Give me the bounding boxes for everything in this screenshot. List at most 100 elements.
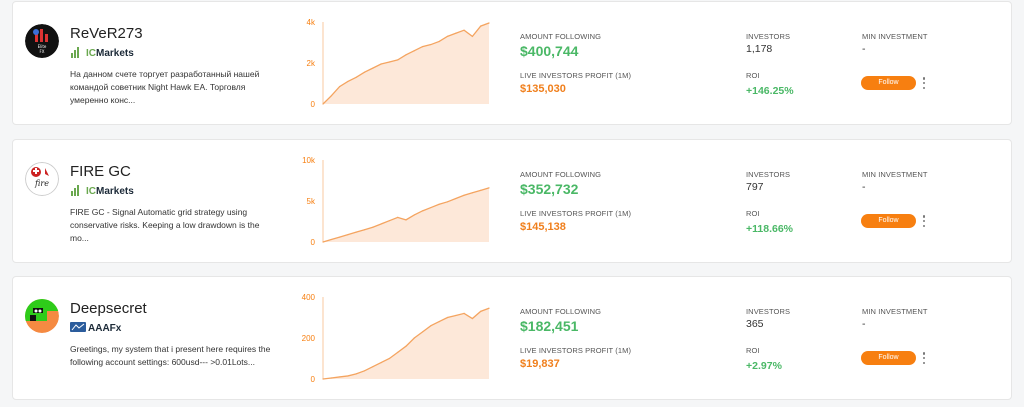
equity-point — [339, 85, 341, 88]
follow-button[interactable]: Follow — [861, 214, 916, 228]
min-investment-label: MIN INVESTMENT — [862, 32, 928, 41]
broker-prefix: IC — [86, 185, 96, 197]
equity-point — [397, 216, 399, 218]
follow-button[interactable]: Follow — [861, 351, 916, 365]
equity-point — [488, 22, 490, 24]
more-dot — [922, 352, 926, 355]
trader-name[interactable]: Deepsecret — [70, 300, 147, 317]
amount-following-value: $182,451 — [520, 318, 579, 334]
equity-point — [471, 35, 473, 37]
deepsecret-logo-icon — [25, 299, 59, 333]
follow-button[interactable]: Follow — [861, 76, 916, 90]
more-dot — [922, 86, 926, 89]
equity-point — [322, 378, 324, 380]
equity-point — [388, 61, 390, 63]
equity-area — [323, 187, 489, 242]
broker-name: Markets — [96, 185, 134, 197]
y-tick-label: 2k — [307, 59, 316, 68]
equity-point — [347, 80, 349, 83]
min-investment-label: MIN INVESTMENT — [862, 170, 928, 179]
equity-point — [413, 337, 415, 339]
equity-point — [372, 67, 374, 69]
equity-point — [405, 219, 407, 221]
min-investment-label: MIN INVESTMENT — [862, 307, 928, 316]
more-dot — [922, 77, 926, 80]
y-tick-label: 0 — [311, 238, 316, 246]
equity-point — [355, 231, 357, 233]
equity-point — [463, 194, 465, 196]
equity-chart-svg: 0 5k 10k — [302, 156, 490, 247]
equity-point — [446, 201, 449, 203]
equity-point — [422, 210, 424, 212]
equity-point — [488, 307, 490, 309]
equity-point — [480, 189, 482, 191]
trader-avatar[interactable]: Elite FX — [25, 24, 59, 58]
trader-avatar[interactable]: fire — [25, 162, 59, 196]
equity-point — [322, 241, 324, 243]
trader-card[interactable]: Elite FX ReVeR273 IC Markets На данном счете … — [12, 1, 1012, 125]
more-options-icon[interactable] — [922, 77, 926, 89]
live-profit-value: $19,837 — [520, 358, 560, 370]
equity-point — [322, 103, 324, 105]
equity-point — [463, 29, 465, 31]
broker-logo: AAAFx — [70, 321, 121, 335]
min-investment-value: - — [862, 181, 866, 193]
y-tick-label: 0 — [311, 375, 316, 383]
broker-name: Markets — [96, 47, 134, 59]
broker-logo: IC Markets — [70, 46, 134, 60]
equity-point — [405, 54, 407, 56]
fire-gc-logo-icon: fire — [25, 162, 59, 196]
investors-value: 797 — [746, 181, 764, 193]
equity-chart: 0 200 400 — [289, 291, 493, 384]
equity-point — [363, 370, 366, 372]
equity-point — [388, 357, 390, 360]
equity-point — [397, 351, 399, 353]
y-tick-label: 5k — [307, 197, 316, 206]
equity-point — [488, 187, 490, 189]
amount-following-label: AMOUNT FOLLOWING — [520, 170, 602, 179]
y-tick-label: 200 — [302, 334, 316, 343]
equity-point — [430, 43, 432, 46]
live-profit-label: LIVE INVESTORS PROFIT (1M) — [520, 71, 632, 80]
roi-value: +2.97% — [746, 360, 782, 372]
amount-following-label: AMOUNT FOLLOWING — [520, 307, 602, 316]
equity-point — [363, 229, 366, 231]
roi-value: +118.66% — [746, 223, 794, 235]
equity-point — [380, 362, 382, 364]
trader-name[interactable]: ReVeR273 — [70, 25, 143, 42]
equity-point — [480, 310, 482, 312]
equity-point — [430, 325, 432, 327]
live-profit-value: $145,138 — [520, 221, 566, 233]
more-options-icon[interactable] — [922, 352, 926, 364]
trader-card[interactable]: Deepsecret AAAFx Greetings, my system that… — [12, 276, 1012, 400]
more-dot — [922, 361, 926, 364]
equity-point — [347, 375, 349, 377]
trader-name[interactable]: FIRE GC — [70, 163, 131, 180]
y-tick-label: 4k — [307, 18, 316, 27]
equity-point — [339, 236, 341, 238]
equity-point — [422, 331, 424, 333]
equity-point — [455, 314, 457, 317]
equity-chart: 0 5k 10k — [289, 154, 493, 247]
y-tick-label: 10k — [302, 156, 316, 165]
equity-point — [355, 76, 357, 78]
equity-point — [422, 46, 424, 48]
aaafx-logo-icon — [70, 321, 86, 335]
amount-following-value: $400,744 — [520, 43, 579, 59]
y-tick-label: 400 — [302, 293, 316, 302]
equity-point — [372, 226, 374, 228]
more-dot — [922, 224, 926, 227]
trader-card[interactable]: fire FIRE GC IC Markets FIRE GC - Signal Aut… — [12, 139, 1012, 263]
more-dot — [922, 81, 926, 85]
equity-area — [323, 308, 489, 379]
min-investment-value: - — [862, 43, 866, 55]
more-options-icon[interactable] — [922, 215, 926, 227]
equity-point — [455, 32, 457, 34]
equity-point — [355, 373, 357, 375]
equity-point — [372, 366, 374, 368]
trader-description: Greetings, my system that i present here… — [70, 344, 271, 367]
trader-avatar[interactable] — [25, 299, 59, 333]
equity-chart: 0 2k 4k — [289, 16, 493, 109]
